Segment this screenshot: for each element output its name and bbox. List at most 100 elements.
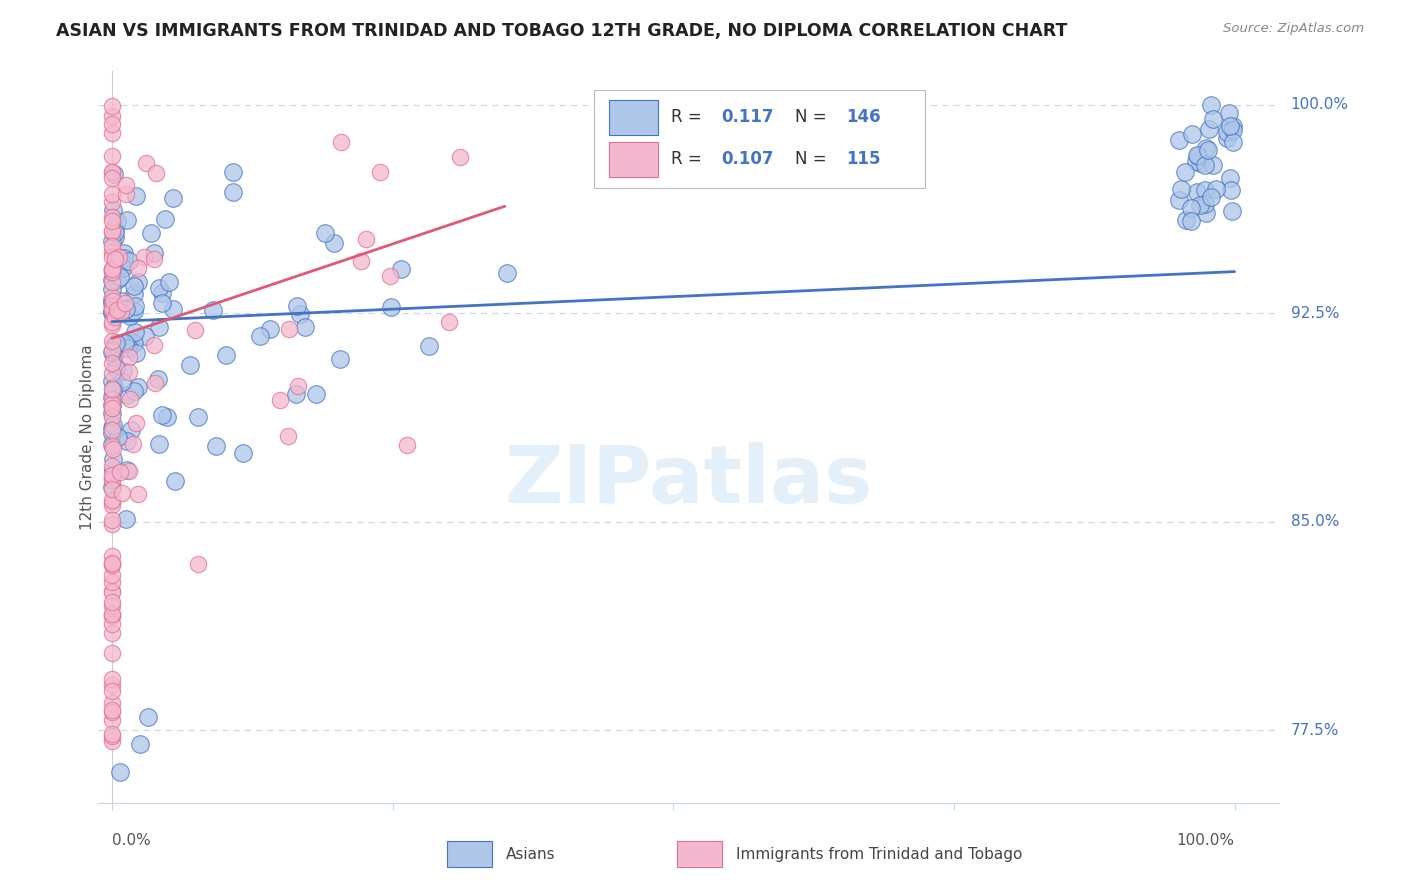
- Point: [101, 390, 124, 404]
- Point: [101, 117, 124, 131]
- Point: [101, 458, 124, 473]
- Point: [101, 293, 124, 307]
- Point: [124, 384, 146, 398]
- Point: [101, 599, 124, 614]
- Point: [1180, 201, 1202, 215]
- Point: [101, 343, 124, 357]
- Point: [155, 211, 177, 226]
- Point: [101, 245, 124, 260]
- Point: [114, 186, 136, 201]
- Point: [1170, 182, 1192, 196]
- Point: [285, 299, 308, 313]
- Text: 146: 146: [846, 109, 880, 127]
- Point: [1201, 158, 1223, 172]
- Point: [103, 167, 125, 181]
- Point: [101, 516, 124, 531]
- Point: [142, 252, 165, 266]
- Point: [101, 683, 124, 698]
- Point: [101, 442, 124, 456]
- Point: [118, 253, 141, 268]
- Point: [104, 360, 127, 375]
- Point: [125, 416, 148, 430]
- Point: [101, 165, 124, 179]
- Point: [1199, 97, 1222, 112]
- Point: [150, 285, 173, 300]
- Point: [101, 126, 124, 140]
- Y-axis label: 12th Grade, No Diploma: 12th Grade, No Diploma: [80, 344, 94, 530]
- Point: [1202, 112, 1225, 126]
- Bar: [609, 142, 658, 177]
- Point: [1187, 186, 1209, 200]
- Point: [110, 765, 132, 780]
- Point: [104, 222, 127, 236]
- Point: [101, 558, 124, 573]
- Point: [1181, 127, 1204, 141]
- Point: [222, 185, 245, 199]
- Point: [101, 423, 124, 437]
- Point: [134, 328, 156, 343]
- Point: [1195, 140, 1218, 154]
- Point: [101, 109, 124, 123]
- Point: [105, 213, 128, 227]
- Point: [101, 276, 124, 290]
- Point: [120, 309, 142, 323]
- Point: [1168, 193, 1191, 207]
- Point: [1174, 165, 1197, 179]
- Point: [104, 230, 127, 244]
- Point: [269, 393, 291, 408]
- Point: [101, 401, 124, 415]
- Point: [179, 358, 201, 372]
- Point: [145, 166, 167, 180]
- Point: [101, 471, 124, 485]
- Point: [101, 617, 124, 632]
- Point: [118, 365, 141, 379]
- Point: [118, 351, 141, 365]
- Point: [101, 673, 124, 687]
- Point: [115, 301, 138, 316]
- Point: [143, 338, 166, 352]
- Point: [1197, 143, 1219, 157]
- Point: [1180, 214, 1202, 228]
- Point: [107, 429, 129, 443]
- Point: [101, 273, 124, 287]
- Point: [118, 333, 141, 347]
- Point: [165, 475, 187, 489]
- Point: [101, 398, 124, 412]
- Point: [1168, 133, 1191, 147]
- Point: [101, 646, 124, 660]
- Point: [101, 149, 124, 163]
- Point: [101, 392, 124, 406]
- Point: [101, 729, 124, 743]
- Point: [368, 164, 391, 178]
- Point: [122, 437, 145, 451]
- Point: [105, 273, 128, 287]
- Point: [101, 99, 124, 113]
- Point: [125, 346, 148, 360]
- Point: [1199, 190, 1222, 204]
- Text: 0.0%: 0.0%: [112, 833, 150, 848]
- Point: [101, 425, 124, 440]
- Point: [1216, 131, 1239, 145]
- Point: [395, 437, 418, 451]
- Point: [105, 302, 128, 317]
- Point: [148, 437, 170, 451]
- Point: [101, 608, 124, 623]
- Point: [1195, 205, 1218, 219]
- Point: [108, 250, 131, 264]
- Point: [1188, 156, 1211, 170]
- Point: [162, 301, 184, 316]
- Point: [101, 406, 124, 420]
- Text: 100.0%: 100.0%: [1177, 833, 1234, 848]
- Point: [101, 344, 124, 359]
- Point: [314, 226, 336, 240]
- Point: [115, 213, 138, 227]
- Point: [112, 252, 135, 266]
- Text: 115: 115: [846, 150, 880, 168]
- Point: [101, 557, 124, 571]
- Point: [101, 595, 124, 609]
- Text: 100.0%: 100.0%: [1291, 97, 1348, 112]
- Point: [101, 315, 124, 329]
- Point: [187, 558, 209, 572]
- Point: [285, 386, 308, 401]
- Point: [136, 709, 159, 723]
